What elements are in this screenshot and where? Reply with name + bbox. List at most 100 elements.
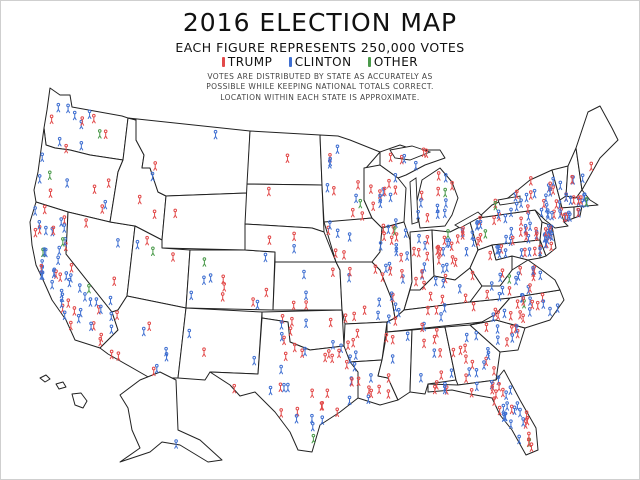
- figure-trump: [390, 334, 395, 345]
- figure-clinton: [527, 247, 532, 257]
- figure-clinton: [109, 311, 114, 322]
- figure-clinton: [348, 354, 353, 364]
- state-HI-3: [71, 392, 88, 409]
- figure-clinton: [543, 238, 548, 249]
- figure-trump: [58, 272, 63, 282]
- figure-clinton: [57, 136, 62, 147]
- page-subtitle: EACH FIGURE REPRESENTS 250,000 VOTES: [175, 40, 465, 55]
- figure-trump: [434, 380, 439, 390]
- figure-trump: [432, 384, 437, 395]
- figure-trump: [434, 305, 439, 315]
- figure-trump: [389, 235, 394, 245]
- figure-trump: [589, 161, 594, 172]
- figure-clinton: [464, 246, 469, 257]
- figure-other: [202, 257, 207, 267]
- figure-trump: [346, 340, 350, 350]
- lake-michigan: [409, 177, 419, 225]
- figure-clinton: [33, 206, 38, 216]
- figure-clinton: [89, 321, 93, 332]
- figure-trump: [68, 320, 73, 331]
- figure-trump: [84, 218, 89, 228]
- figure-trump: [412, 246, 416, 257]
- figure-clinton: [40, 152, 45, 162]
- figure-clinton: [141, 326, 146, 337]
- figure-clinton: [67, 277, 72, 288]
- figure-trump: [356, 180, 360, 190]
- figure-trump: [279, 408, 284, 418]
- figure-clinton: [528, 221, 532, 231]
- figure-clinton: [510, 333, 515, 343]
- figure-trump: [470, 270, 475, 281]
- figure-clinton: [103, 199, 108, 210]
- figure-clinton: [310, 413, 314, 424]
- figure-clinton: [88, 297, 93, 307]
- figure-trump: [267, 235, 272, 245]
- figure-clinton: [416, 209, 421, 220]
- figure-trump: [304, 300, 309, 310]
- legend-swatch-trump: [221, 57, 225, 67]
- figure-clinton: [56, 255, 61, 266]
- figure-trump: [509, 324, 514, 335]
- figure-trump: [285, 153, 290, 163]
- figure-clinton: [532, 188, 537, 199]
- legend-item-other: OTHER: [367, 55, 418, 69]
- figure-other: [60, 237, 65, 247]
- figure-clinton: [377, 297, 382, 308]
- figure-clinton: [491, 312, 496, 322]
- figure-trump: [497, 405, 502, 416]
- figure-clinton: [564, 192, 569, 203]
- figure-trump: [264, 287, 269, 298]
- figure-trump: [509, 404, 514, 415]
- figure-clinton: [495, 324, 500, 334]
- figure-trump: [367, 385, 371, 395]
- figure-clinton: [495, 335, 500, 345]
- figure-trump: [300, 348, 305, 358]
- figure-clinton: [482, 360, 486, 370]
- figure-clinton: [331, 339, 335, 350]
- figure-clinton: [524, 192, 529, 203]
- figure-trump: [171, 252, 175, 262]
- figure-trump: [450, 180, 454, 191]
- figure-clinton: [394, 243, 399, 253]
- figure-trump: [532, 246, 537, 257]
- figure-clinton: [388, 192, 393, 203]
- figure-trump: [422, 338, 426, 349]
- figure-trump: [325, 388, 330, 399]
- figure-clinton: [544, 193, 548, 203]
- figure-trump: [352, 311, 357, 322]
- figure-clinton: [418, 198, 423, 208]
- figure-clinton: [154, 363, 159, 374]
- figure-clinton: [442, 303, 447, 313]
- figure-clinton: [164, 346, 168, 357]
- legend-swatch-clinton: [288, 57, 292, 67]
- figure-trump: [470, 359, 475, 370]
- state-HI-1: [39, 374, 51, 383]
- figure-trump: [461, 226, 465, 236]
- figure-trump: [283, 351, 288, 362]
- figure-other: [446, 229, 450, 239]
- figure-trump: [484, 322, 489, 333]
- figure-trump: [350, 207, 355, 218]
- figure-trump: [347, 266, 352, 277]
- figure-trump: [570, 174, 575, 185]
- figure-clinton: [558, 209, 562, 219]
- note-line-2: POSSIBLE WHILE KEEPING NATIONAL TOTALS C…: [206, 82, 434, 91]
- figure-trump: [106, 178, 111, 188]
- figure-trump: [440, 294, 445, 305]
- figure-trump: [377, 384, 382, 395]
- figure-clinton: [255, 299, 260, 310]
- figure-trump: [526, 437, 531, 447]
- figure-clinton: [541, 299, 546, 309]
- figure-trump: [145, 235, 150, 246]
- state-AR: [343, 321, 388, 363]
- figure-trump: [64, 143, 69, 154]
- figure-clinton: [509, 207, 513, 218]
- figure-clinton: [475, 219, 480, 230]
- figure-other: [47, 170, 52, 180]
- figure-trump: [426, 305, 430, 316]
- figure-trump: [278, 382, 283, 392]
- figure-trump: [524, 231, 529, 241]
- figure-trump: [464, 354, 468, 364]
- figure-trump: [528, 190, 533, 200]
